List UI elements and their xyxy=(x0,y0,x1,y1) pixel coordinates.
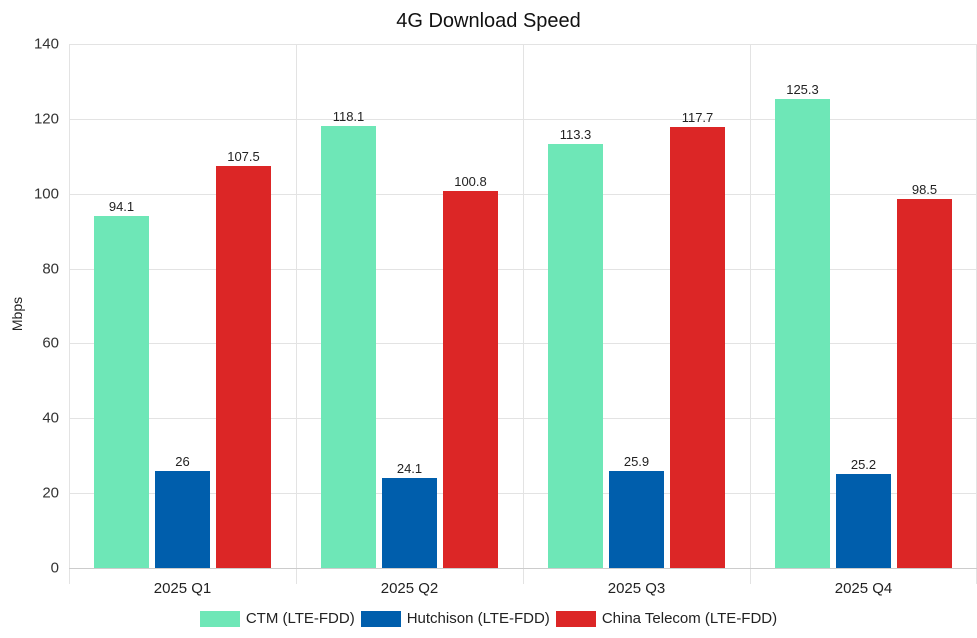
legend-label: China Telecom (LTE-FDD) xyxy=(601,610,778,627)
bar-china[interactable] xyxy=(443,190,498,568)
bar-china[interactable] xyxy=(216,165,271,568)
bar-value-label: 107.5 xyxy=(227,148,260,164)
legend-swatch-icon xyxy=(360,610,401,627)
bar-value-label: 25.9 xyxy=(623,454,650,470)
bar-value-label: 113.3 xyxy=(559,126,592,142)
y-tick-label: 20 xyxy=(42,484,59,502)
x-axis-line xyxy=(69,568,977,569)
bar-ctm[interactable] xyxy=(94,215,149,568)
legend-item[interactable]: Hutchison (LTE-FDD) xyxy=(360,610,550,627)
bar-value-label: 100.8 xyxy=(454,173,487,189)
chart-title: 4G Download Speed xyxy=(396,10,581,32)
bar-hutchison[interactable] xyxy=(609,471,664,568)
bar-value-label: 25.2 xyxy=(850,456,877,472)
bar-china[interactable] xyxy=(670,127,725,568)
x-tick-label: 2025 Q1 xyxy=(153,580,212,597)
y-tick-label: 100 xyxy=(33,185,59,203)
bar-value-label: 98.5 xyxy=(911,182,938,198)
bar-value-label: 125.3 xyxy=(786,82,819,98)
legend-item[interactable]: China Telecom (LTE-FDD) xyxy=(555,610,778,627)
bar-value-label: 94.1 xyxy=(108,198,135,214)
bar-value-label: 26 xyxy=(175,453,190,469)
y-tick-label: 60 xyxy=(42,334,59,352)
y-axis-label: Mbps xyxy=(9,296,25,332)
x-tick-label: 2025 Q3 xyxy=(607,580,666,597)
bar-value-label: 24.1 xyxy=(396,460,423,476)
y-tick-label: 120 xyxy=(33,110,59,128)
legend: CTM (LTE-FDD) Hutchison (LTE-FDD) China Te… xyxy=(0,610,977,627)
bar-hutchison[interactable] xyxy=(155,470,210,568)
x-tick-label: 2025 Q4 xyxy=(834,580,893,597)
bar-ctm[interactable] xyxy=(548,143,603,568)
bar-ctm[interactable] xyxy=(775,99,830,568)
legend-item[interactable]: CTM (LTE-FDD) xyxy=(199,610,355,627)
legend-label: CTM (LTE-FDD) xyxy=(245,610,355,627)
legend-swatch-icon xyxy=(555,610,596,627)
y-tick-label: 140 xyxy=(33,35,59,53)
bar-china[interactable] xyxy=(897,199,952,568)
gridline-x xyxy=(296,44,297,584)
y-tick-label: 0 xyxy=(50,559,59,577)
y-tick-label: 40 xyxy=(42,409,59,427)
gridline-x xyxy=(69,44,70,584)
bar-value-label: 118.1 xyxy=(332,108,365,124)
y-tick-label: 80 xyxy=(42,260,59,278)
legend-label: Hutchison (LTE-FDD) xyxy=(406,610,550,627)
gridline-x xyxy=(750,44,751,584)
bar-hutchison[interactable] xyxy=(836,473,891,568)
gridline-x xyxy=(523,44,524,584)
x-tick-label: 2025 Q2 xyxy=(380,580,439,597)
bar-value-label: 117.7 xyxy=(681,110,714,126)
bar-hutchison[interactable] xyxy=(382,477,437,568)
bar-ctm[interactable] xyxy=(321,125,376,568)
legend-swatch-icon xyxy=(199,610,240,627)
plot-area: 0 20 40 60 80 100 120 140 94.1 26 107.5 118.1 24.1 10… xyxy=(34,36,977,584)
